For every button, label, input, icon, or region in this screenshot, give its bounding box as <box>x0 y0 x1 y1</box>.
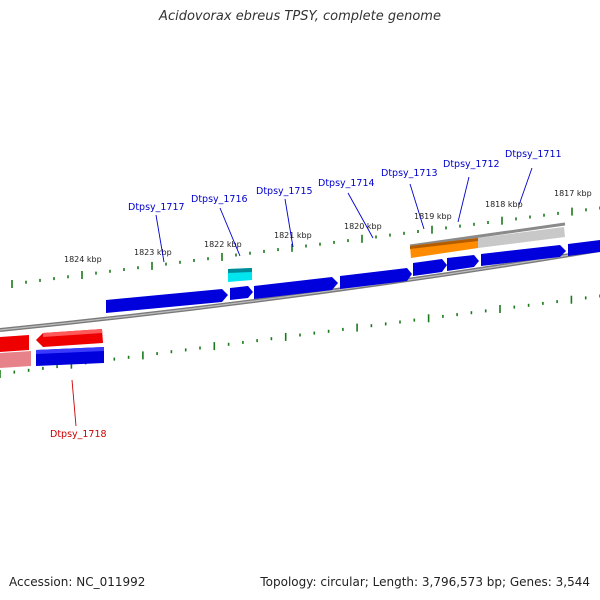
scale-labels: 1817 kbp 1818 kbp 1819 kbp 1820 kbp 1821… <box>64 189 592 264</box>
accession-text: Accession: NC_011992 <box>9 575 146 589</box>
gene-arrow-1716 <box>230 286 253 300</box>
scale-label-1818: 1818 kbp <box>485 200 523 209</box>
cyan-feature-shade <box>228 268 252 273</box>
scale-label-1819: 1819 kbp <box>414 212 452 221</box>
reverse-genes <box>0 329 103 368</box>
gene-label-1711: Dtpsy_1711 <box>505 149 562 160</box>
gene-arrow-1715 <box>254 277 338 299</box>
gene-callouts <box>71 167 533 427</box>
scale-label-1824: 1824 kbp <box>64 255 102 264</box>
gene-arrow-1718-shade <box>36 347 104 354</box>
gene-label-1712: Dtpsy_1712 <box>443 159 500 170</box>
forward-genes <box>36 240 600 366</box>
gene-label-1717: Dtpsy_1717 <box>128 202 185 213</box>
gene-arrow-1713 <box>413 259 447 276</box>
gene-label-1714: Dtpsy_1714 <box>318 178 375 189</box>
gene-arrow-1717 <box>106 289 228 313</box>
backbone-highlight <box>0 249 600 331</box>
pale-red-feature <box>0 351 31 368</box>
gene-arrow-next <box>568 240 600 256</box>
gene-label-1715: Dtpsy_1715 <box>256 186 313 197</box>
highlight-features <box>228 227 565 282</box>
scale-label-1823: 1823 kbp <box>134 248 172 257</box>
scale-label-1821: 1821 kbp <box>274 231 312 240</box>
gene-arrow-1712 <box>447 255 479 271</box>
gene-label-1713: Dtpsy_1713 <box>381 168 438 179</box>
gene-label-1718: Dtpsy_1718 <box>50 429 107 440</box>
grey-feature <box>478 227 565 248</box>
gene-labels: Dtpsy_1711 Dtpsy_1712 Dtpsy_1713 Dtpsy_1… <box>50 149 562 440</box>
scale-label-1820: 1820 kbp <box>344 222 382 231</box>
scale-track-bottom <box>0 294 600 378</box>
genome-title: Acidovorax ebreus TPSY, complete genome <box>159 9 441 24</box>
scale-label-1822: 1822 kbp <box>204 240 242 249</box>
reverse-gene-left <box>0 335 29 352</box>
gene-arrow-1711 <box>481 245 566 266</box>
scale-track-top <box>11 206 600 288</box>
scale-label-1817: 1817 kbp <box>554 189 592 198</box>
backbone <box>0 222 600 332</box>
gene-label-1716: Dtpsy_1716 <box>191 194 248 205</box>
reverse-gene-arrow-shade <box>43 329 102 337</box>
backbone-top-segment <box>409 222 566 248</box>
genome-stats-text: Topology: circular; Length: 3,796,573 bp… <box>260 575 590 589</box>
orange-feature-shade <box>410 238 478 249</box>
gene-arrow-1714 <box>340 268 412 289</box>
